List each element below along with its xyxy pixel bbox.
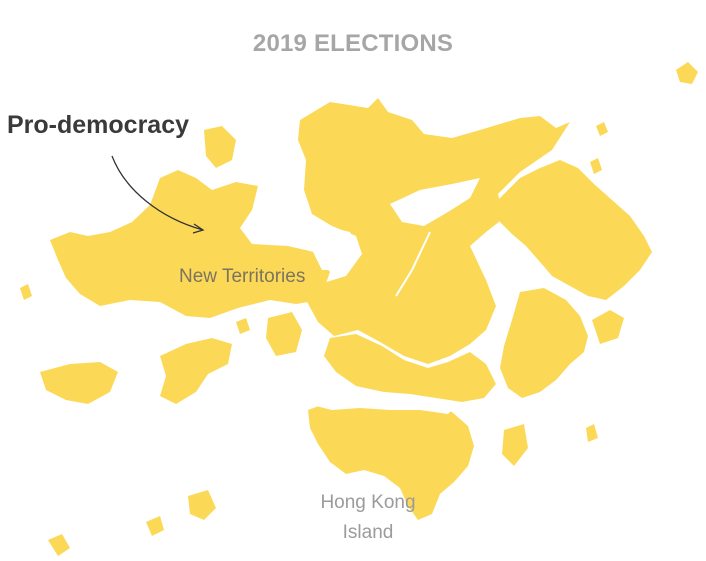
inner-bay bbox=[312, 226, 360, 270]
label-hong-kong-line1: Hong Kong bbox=[320, 492, 416, 513]
label-new-territories: New Territories bbox=[179, 266, 306, 287]
island-sw bbox=[48, 534, 70, 556]
island-south-2 bbox=[146, 516, 164, 536]
island-north bbox=[204, 126, 236, 168]
island-east-2 bbox=[502, 424, 528, 466]
victoria-harbour bbox=[316, 392, 456, 414]
label-hong-kong-island: Hong Kong Island bbox=[300, 488, 436, 548]
islet-4 bbox=[586, 424, 598, 442]
islet-1 bbox=[596, 122, 608, 136]
land-regions bbox=[20, 62, 698, 556]
region-central-new-territories bbox=[298, 98, 570, 364]
region-sai-kung bbox=[500, 288, 588, 398]
region-west-new-territories bbox=[50, 170, 330, 318]
island-west-1 bbox=[40, 362, 118, 404]
islet-2 bbox=[590, 158, 602, 174]
region-north-east bbox=[498, 160, 652, 300]
island-south-1 bbox=[188, 490, 216, 520]
region-kowloon bbox=[324, 334, 496, 402]
river-line bbox=[395, 231, 431, 297]
island-east-1 bbox=[592, 310, 624, 344]
map-title: 2019 ELECTIONS bbox=[252, 30, 454, 57]
water-inlets bbox=[312, 178, 480, 414]
region-hong-kong-island bbox=[308, 400, 474, 520]
pro-democracy-callout: Pro-democracy bbox=[7, 111, 190, 139]
callout-arrow bbox=[111, 155, 205, 234]
islet-5 bbox=[236, 318, 250, 334]
islet-ne bbox=[676, 62, 698, 84]
island-west-2 bbox=[160, 338, 232, 404]
island-mid bbox=[266, 312, 302, 356]
label-hong-kong-line2: Island bbox=[342, 522, 394, 543]
islet-3 bbox=[20, 284, 32, 300]
tolo-harbour bbox=[390, 178, 480, 226]
